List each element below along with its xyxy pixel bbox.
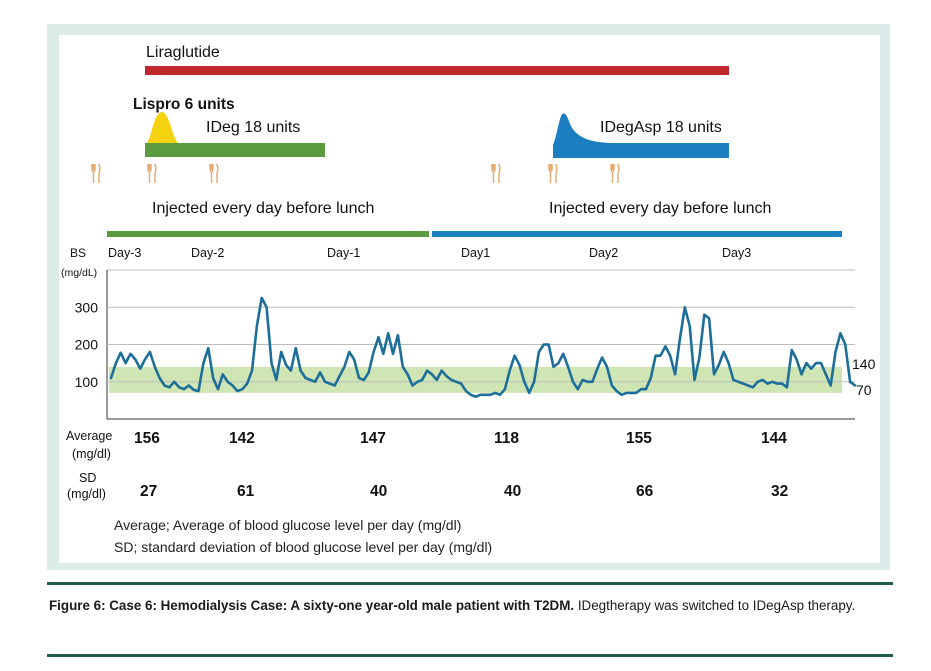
sd-value: 27	[140, 483, 157, 500]
y-axis-label: BS	[70, 246, 86, 260]
sd-value: 61	[237, 483, 255, 500]
injection-note-right: Injected every day before lunch	[549, 200, 771, 217]
average-value: 156	[134, 430, 160, 447]
day-label: Day2	[589, 246, 618, 260]
stats-table: Average (mg/dl) SD (mg/dl) 156 142 147 1…	[66, 429, 788, 501]
fork-knife-icon	[147, 163, 157, 183]
fork-knife-icon	[91, 163, 101, 183]
sd-label: SD	[79, 471, 96, 485]
glucose-line	[109, 296, 857, 398]
sd-value: 40	[504, 483, 521, 500]
y-axis-unit: (mg/dL)	[61, 267, 97, 279]
caption-rule-bottom	[47, 654, 893, 657]
average-value: 144	[761, 430, 787, 447]
sd-value: 32	[771, 483, 788, 500]
legend-average: Average; Average of blood glucose level …	[114, 517, 461, 533]
plot-area: 300 200 100 140 70	[75, 269, 876, 420]
day-label: Day1	[461, 246, 490, 260]
y-tick-label: 300	[75, 299, 99, 315]
figure-caption: Figure 6: Case 6: Hemodialysis Case: A s…	[49, 596, 895, 615]
idegasp-label: IDegAsp 18 units	[600, 119, 722, 136]
caption-bold: Figure 6: Case 6: Hemodialysis Case: A s…	[49, 598, 575, 613]
fork-knife-icon	[610, 163, 620, 183]
idegasp-curve	[553, 113, 729, 158]
day-label: Day3	[722, 246, 751, 260]
legend-sd: SD; standard deviation of blood glucose …	[114, 539, 492, 555]
sd-unit: (mg/dl)	[67, 487, 106, 501]
average-unit: (mg/dl)	[72, 447, 111, 461]
fork-knife-icon	[491, 163, 501, 183]
liraglutide-label: Liraglutide	[146, 44, 220, 61]
figure-chart: Liraglutide Lispro 6 units IDeg 18 units…	[59, 35, 880, 563]
average-value: 118	[494, 430, 519, 447]
y-tick-label: 100	[75, 374, 99, 390]
day-label: Day-3	[108, 246, 141, 260]
average-value: 147	[360, 430, 386, 447]
target-low-label: 70	[856, 382, 872, 398]
caption-rest: IDegtherapy was switched to IDegAsp ther…	[574, 598, 856, 613]
ideg-period-bar	[107, 231, 429, 237]
injection-note-left: Injected every day before lunch	[152, 200, 374, 217]
lispro-curve	[145, 112, 180, 145]
idegasp-period-bar	[432, 231, 842, 237]
fork-knife-icon	[548, 163, 558, 183]
fork-knife-icon	[209, 163, 219, 183]
ideg-bar	[145, 143, 325, 157]
target-range-band	[109, 366, 842, 393]
y-tick-label: 200	[75, 337, 99, 353]
lispro-label: Lispro 6 units	[133, 96, 235, 113]
average-value: 155	[626, 430, 652, 447]
day-label: Day-1	[327, 246, 360, 260]
sd-value: 40	[370, 483, 387, 500]
meal-icons	[91, 163, 620, 183]
average-label: Average	[66, 429, 112, 443]
ideg-label: IDeg 18 units	[206, 119, 300, 136]
figure-canvas	[59, 35, 880, 563]
day-labels: Day-3 Day-2 Day-1 Day1 Day2 Day3	[108, 246, 751, 260]
average-value: 142	[229, 430, 255, 447]
day-label: Day-2	[191, 246, 224, 260]
caption-rule-top	[47, 582, 893, 585]
liraglutide-bar	[145, 66, 729, 75]
target-high-label: 140	[852, 356, 876, 372]
sd-value: 66	[636, 483, 654, 500]
